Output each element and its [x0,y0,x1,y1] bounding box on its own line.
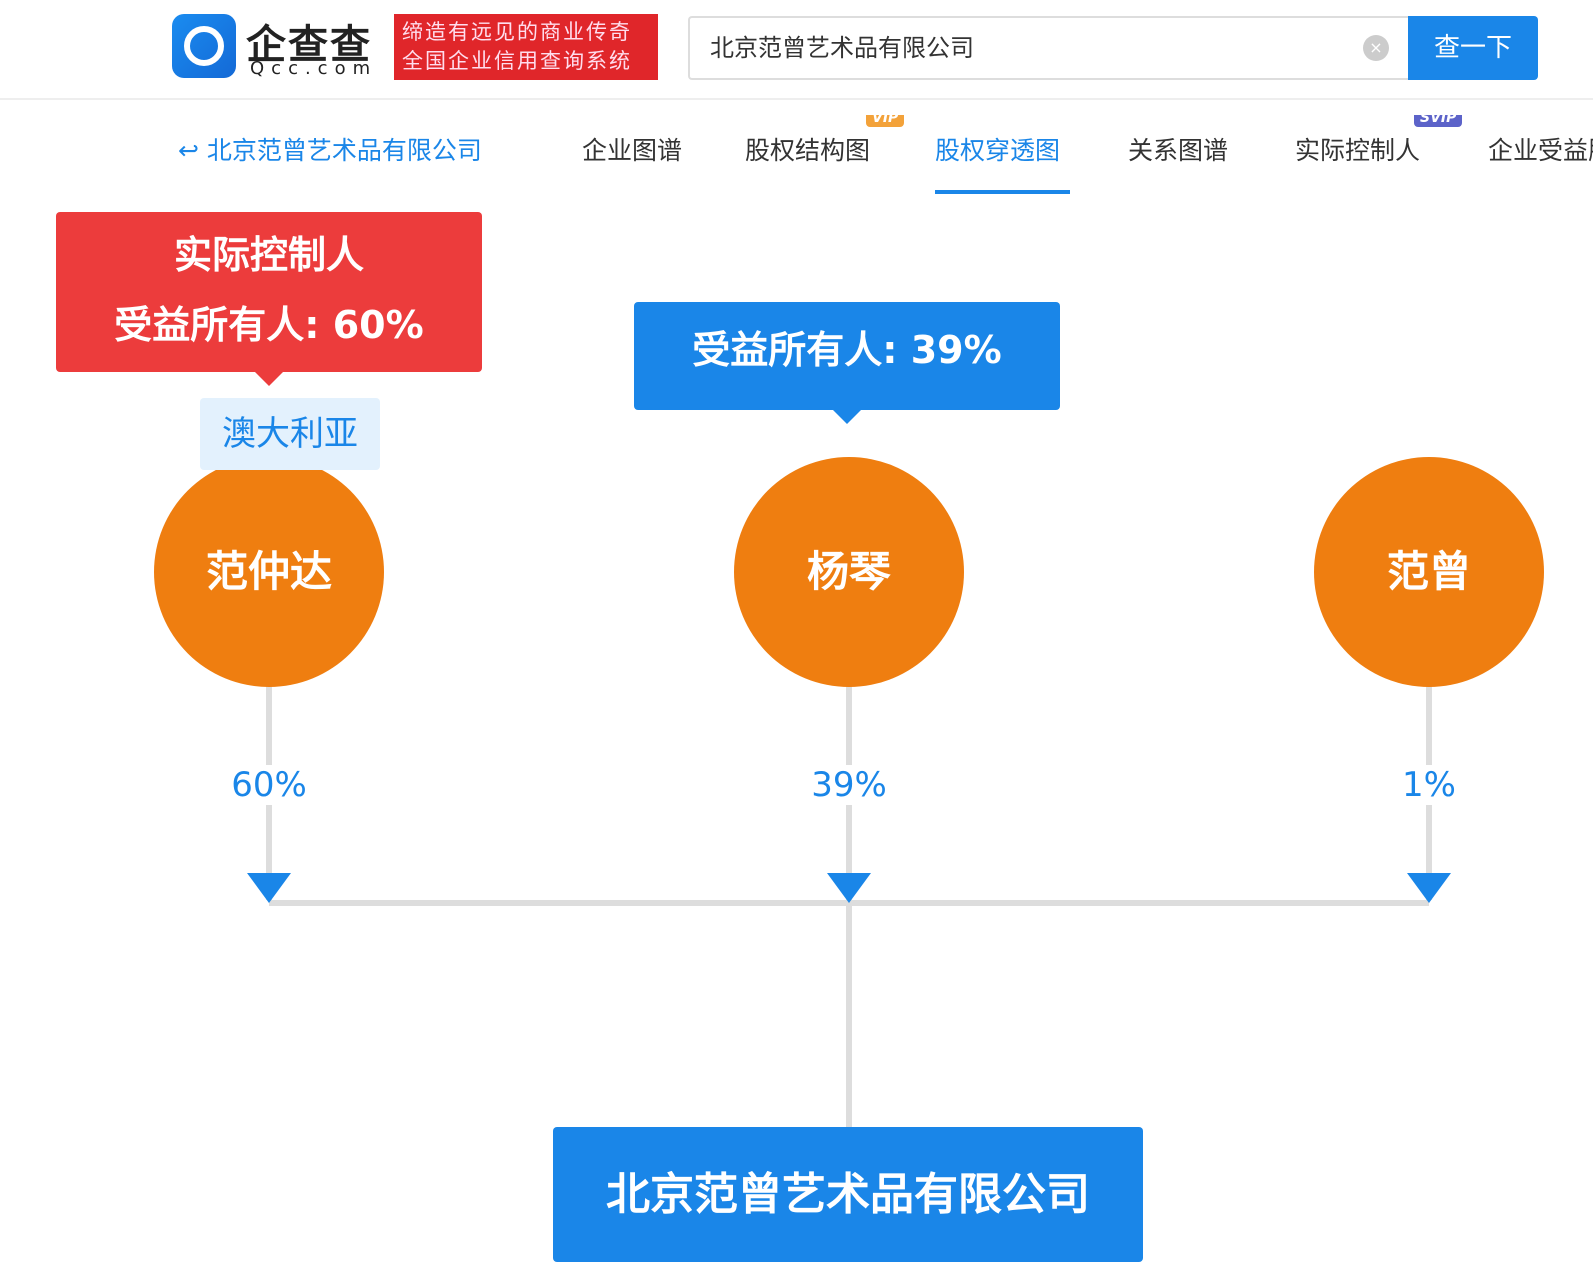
slogan-line: 缔造有远见的商业传奇 [402,20,632,44]
controller-benefit: 受益所有人: 60% [114,303,424,347]
arrow-down-icon [827,873,871,903]
slogan-banner: 缔造有远见的商业传奇 全国企业信用查询系统 [394,14,658,80]
connector-line [269,900,1429,906]
back-link[interactable]: ↩ 北京范曾艺术品有限公司 [178,131,482,167]
tab-relationship-graph[interactable]: 关系图谱 [1128,136,1229,165]
share-percent: 1% [1369,765,1489,805]
shareholder-node[interactable]: 杨琴 [734,457,964,687]
header: 企查查 Qcc.com 缔造有远见的商业传奇 全国企业信用查询系统 北京范曾艺术… [0,0,1593,100]
shareholder-node[interactable]: 范仲达 [154,457,384,687]
qcc-logo-icon[interactable] [172,14,236,78]
shareholder-node[interactable]: 范曾 [1314,457,1544,687]
tab-equity-structure[interactable]: 股权结构图 [745,136,871,165]
search-button[interactable]: 查一下 [1408,16,1538,80]
slogan-line: 全国企业信用查询系统 [402,49,632,73]
share-percent: 60% [209,765,329,805]
controller-callout: 实际控制人 受益所有人: 60% [56,212,482,386]
clear-icon[interactable]: × [1363,35,1389,61]
tab-enterprise-graph[interactable]: 企业图谱 [582,136,683,165]
tab-equity-penetration[interactable]: 股权穿透图 [935,136,1061,165]
vip-badge: VIP [866,115,905,127]
active-tab-indicator [935,190,1070,194]
nationality-tag: 澳大利亚 [200,398,380,470]
back-arrow-icon: ↩ [178,136,199,165]
logo-text[interactable]: 企查查 [246,22,372,68]
logo-subtext: Qcc.com [250,58,378,79]
company-node[interactable]: 北京范曾艺术品有限公司 [553,1127,1143,1262]
arrow-down-icon [247,873,291,903]
share-percent: 39% [789,765,909,805]
tab-actual-controller[interactable]: 实际控制人 [1295,136,1421,165]
search-input[interactable]: 北京范曾艺术品有限公司 [688,16,1408,80]
back-link-label: 北京范曾艺术品有限公司 [206,136,482,165]
svip-badge: SVIP [1414,115,1463,127]
tab-beneficial-owners[interactable]: 企业受益股东 [1488,136,1593,165]
controller-label: 实际控制人 [173,233,364,277]
tab-bar: ↩ 北京范曾艺术品有限公司 企业图谱 股权结构图 VIP 股权穿透图 关系图谱 … [0,115,1593,195]
arrow-down-icon [1407,873,1451,903]
beneficial-owner-callout: 受益所有人: 39% [634,302,1060,424]
